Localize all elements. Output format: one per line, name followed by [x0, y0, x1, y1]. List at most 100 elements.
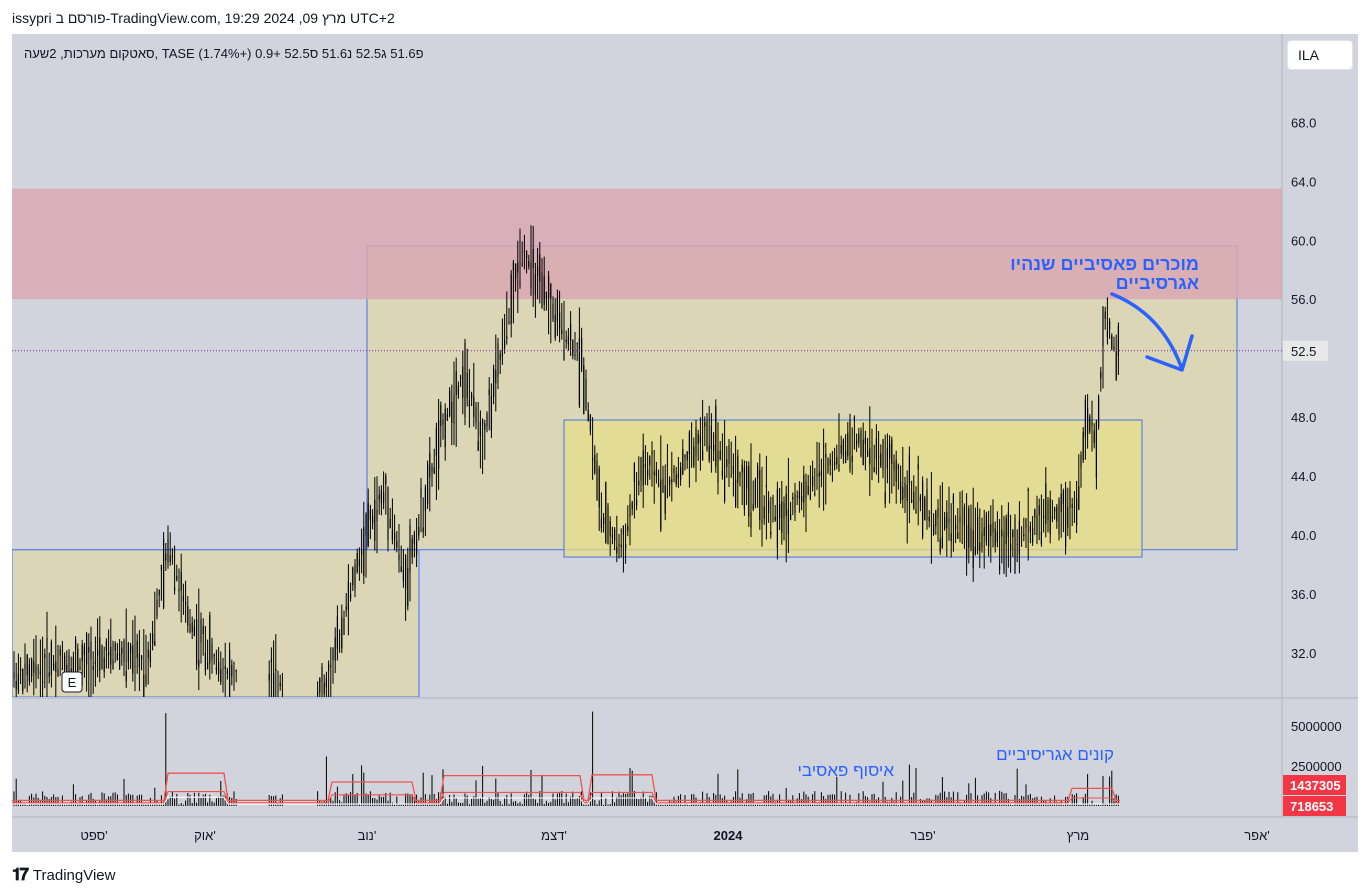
candle[interactable] — [765, 485, 767, 488]
candle[interactable] — [380, 490, 382, 504]
candle[interactable] — [143, 674, 145, 704]
candle[interactable] — [389, 518, 391, 529]
candle[interactable] — [902, 487, 904, 500]
candle[interactable] — [900, 481, 902, 500]
candle[interactable] — [468, 400, 470, 407]
candle[interactable] — [779, 504, 781, 519]
candle[interactable] — [26, 654, 28, 676]
candle[interactable] — [970, 527, 972, 549]
candle[interactable] — [805, 481, 807, 499]
candle[interactable] — [904, 483, 906, 498]
candle[interactable] — [699, 435, 701, 443]
candle[interactable] — [378, 494, 380, 500]
candle[interactable] — [191, 622, 193, 632]
candle[interactable] — [64, 655, 66, 670]
candle[interactable] — [785, 493, 787, 516]
candle[interactable] — [924, 497, 926, 520]
candle[interactable] — [28, 664, 30, 682]
candle[interactable] — [523, 251, 525, 253]
candle[interactable] — [988, 524, 990, 547]
candle[interactable] — [952, 495, 954, 504]
candle[interactable] — [578, 338, 580, 406]
candle[interactable] — [860, 431, 862, 457]
candle[interactable] — [944, 516, 946, 529]
candle[interactable] — [231, 664, 233, 677]
candle[interactable] — [178, 589, 180, 592]
candle[interactable] — [739, 472, 741, 477]
candle[interactable] — [939, 538, 941, 552]
yellow-range-inner[interactable] — [563, 419, 1143, 558]
candle[interactable] — [101, 645, 103, 670]
candle[interactable] — [512, 261, 514, 271]
candle[interactable] — [90, 641, 92, 660]
candle[interactable] — [616, 546, 618, 554]
candle[interactable] — [323, 682, 325, 695]
candle[interactable] — [88, 646, 90, 653]
candle[interactable] — [853, 416, 855, 421]
brand[interactable]: 𝟏𝟕 TradingView — [12, 865, 115, 885]
candle[interactable] — [176, 575, 178, 580]
candle[interactable] — [336, 616, 338, 649]
candle[interactable] — [517, 262, 519, 273]
candle[interactable] — [396, 540, 398, 548]
candle[interactable] — [325, 678, 327, 688]
candle[interactable] — [519, 282, 521, 285]
candle[interactable] — [97, 649, 99, 656]
candle[interactable] — [180, 571, 182, 591]
candle[interactable] — [132, 645, 134, 674]
candle[interactable] — [490, 395, 492, 431]
candle[interactable] — [847, 432, 849, 456]
candle[interactable] — [226, 670, 228, 674]
candle[interactable] — [435, 427, 437, 456]
candle[interactable] — [486, 413, 488, 427]
candle[interactable] — [554, 314, 556, 339]
candle[interactable] — [154, 640, 156, 647]
candle[interactable] — [803, 474, 805, 503]
candle[interactable] — [750, 512, 752, 529]
candle[interactable] — [460, 377, 462, 379]
candle[interactable] — [1029, 525, 1031, 532]
candle[interactable] — [633, 463, 635, 483]
candle[interactable] — [798, 491, 800, 499]
candle[interactable] — [160, 564, 162, 571]
candle[interactable] — [1078, 485, 1080, 510]
candle[interactable] — [867, 451, 869, 457]
candle[interactable] — [479, 421, 481, 436]
candle[interactable] — [209, 615, 211, 664]
candle[interactable] — [787, 508, 789, 535]
candle[interactable] — [1082, 431, 1084, 461]
candle[interactable] — [561, 329, 563, 335]
candle[interactable] — [919, 496, 921, 502]
candle[interactable] — [862, 439, 864, 466]
candle[interactable] — [842, 439, 844, 457]
candle[interactable] — [528, 261, 530, 267]
candle[interactable] — [1003, 532, 1005, 571]
candle[interactable] — [1047, 500, 1049, 521]
candle[interactable] — [849, 420, 851, 470]
candle[interactable] — [922, 480, 924, 537]
candle[interactable] — [669, 479, 671, 485]
candle[interactable] — [620, 544, 622, 548]
candle[interactable] — [495, 370, 497, 384]
candle[interactable] — [475, 406, 477, 423]
candle[interactable] — [501, 352, 503, 357]
candle[interactable] — [603, 517, 605, 525]
candle[interactable] — [130, 644, 132, 653]
candle[interactable] — [548, 275, 550, 299]
candle[interactable] — [585, 378, 587, 409]
candle[interactable] — [724, 475, 726, 502]
symbol-legend[interactable]: סאטקום מערכות, 2שעה, TASE פ51.6 ג52.5 נ5… — [24, 46, 424, 61]
candle[interactable] — [39, 670, 41, 675]
candle[interactable] — [92, 666, 94, 671]
candle[interactable] — [768, 500, 770, 513]
candle[interactable] — [369, 509, 371, 520]
candle[interactable] — [840, 444, 842, 454]
candle[interactable] — [376, 509, 378, 522]
volume-current-tag[interactable] — [1283, 775, 1346, 795]
candle[interactable] — [220, 669, 222, 682]
candle[interactable] — [959, 517, 961, 523]
candle[interactable] — [31, 659, 33, 677]
candle[interactable] — [818, 472, 820, 477]
candle[interactable] — [636, 499, 638, 506]
candle[interactable] — [882, 439, 884, 471]
